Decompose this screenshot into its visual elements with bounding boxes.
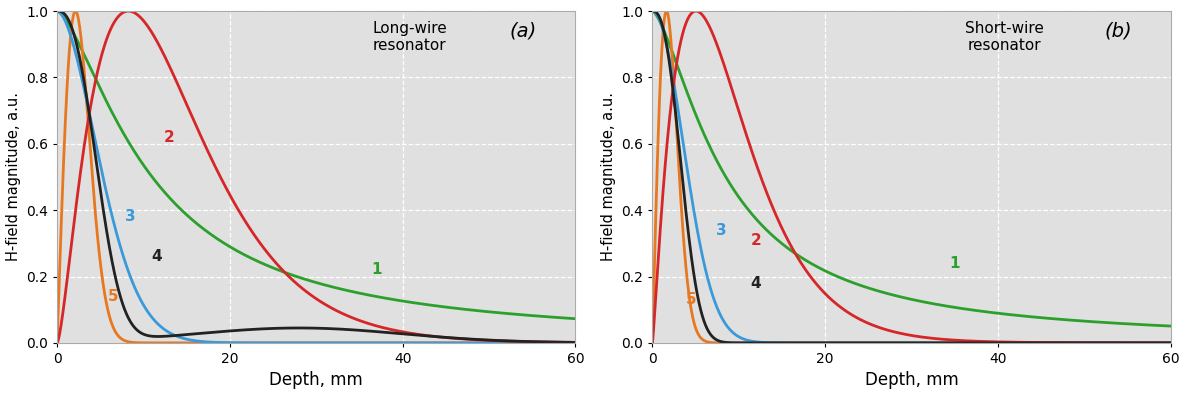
Text: 5: 5	[108, 289, 118, 304]
Text: 4: 4	[751, 276, 762, 291]
Text: (b): (b)	[1104, 21, 1133, 40]
Y-axis label: H-field magnitude, a.u.: H-field magnitude, a.u.	[601, 92, 616, 261]
X-axis label: Depth, mm: Depth, mm	[865, 371, 959, 389]
Text: 2: 2	[164, 130, 175, 145]
Text: 4: 4	[152, 249, 162, 264]
Text: 3: 3	[126, 209, 136, 224]
Text: 2: 2	[750, 233, 762, 248]
Text: 3: 3	[716, 222, 726, 237]
Text: 1: 1	[949, 256, 960, 271]
Text: 5: 5	[686, 292, 697, 307]
Text: (a): (a)	[510, 21, 537, 40]
Text: Long-wire
resonator: Long-wire resonator	[372, 21, 447, 53]
Y-axis label: H-field magnitude, a.u.: H-field magnitude, a.u.	[6, 92, 20, 261]
Text: Short-wire
resonator: Short-wire resonator	[966, 21, 1044, 53]
X-axis label: Depth, mm: Depth, mm	[269, 371, 363, 389]
Text: 1: 1	[371, 262, 382, 277]
